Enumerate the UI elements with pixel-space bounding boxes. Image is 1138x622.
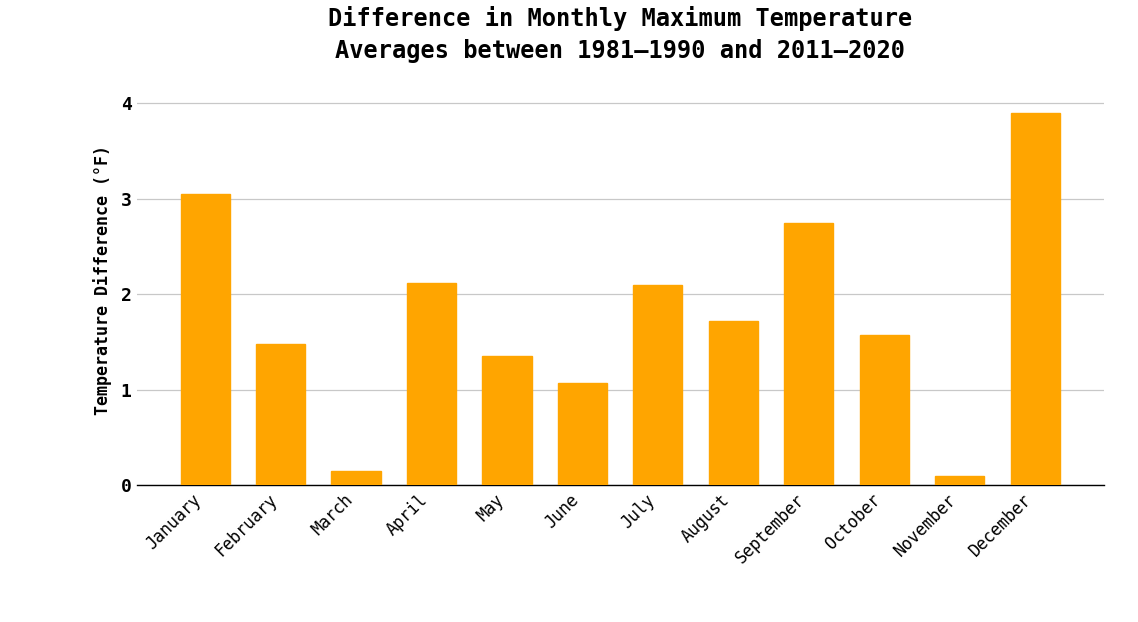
Bar [1011, 113, 1059, 485]
Bar [860, 335, 909, 485]
Title: Difference in Monthly Maximum Temperature
Averages between 1981–1990 and 2011–20: Difference in Monthly Maximum Temperatur… [328, 6, 913, 63]
Bar [181, 194, 230, 485]
Bar [634, 285, 683, 485]
Bar [256, 344, 305, 485]
Bar [558, 383, 607, 485]
Bar [331, 471, 380, 485]
Bar [784, 223, 833, 485]
Bar [935, 476, 984, 485]
Y-axis label: Temperature Difference (°F): Temperature Difference (°F) [93, 145, 113, 415]
Bar [709, 321, 758, 485]
Bar [483, 356, 531, 485]
Bar [407, 283, 456, 485]
